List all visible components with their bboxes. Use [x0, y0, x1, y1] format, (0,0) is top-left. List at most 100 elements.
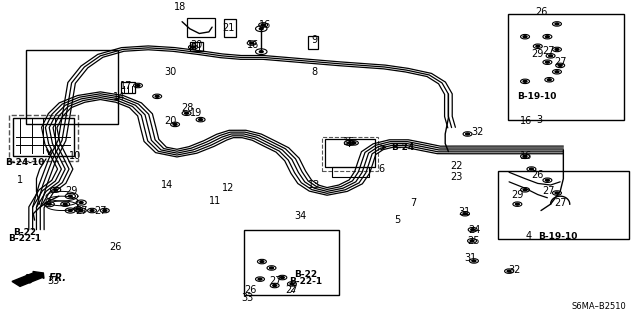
Text: 27: 27: [542, 46, 554, 56]
Circle shape: [507, 270, 511, 272]
Bar: [122, 82, 136, 93]
Circle shape: [261, 24, 265, 26]
Circle shape: [184, 112, 188, 114]
Text: 2: 2: [289, 284, 295, 294]
Text: 30: 30: [190, 40, 202, 50]
Text: 26: 26: [244, 285, 257, 295]
Text: 7: 7: [410, 197, 417, 208]
Circle shape: [156, 95, 159, 97]
Text: 16: 16: [247, 40, 259, 50]
Text: 4: 4: [525, 231, 531, 241]
Circle shape: [547, 79, 551, 81]
Text: 32: 32: [471, 127, 483, 137]
Circle shape: [250, 42, 253, 44]
Text: 14: 14: [161, 180, 173, 190]
Text: 11: 11: [209, 196, 221, 206]
Bar: [325, 139, 375, 167]
Text: 24: 24: [468, 225, 480, 235]
Text: S6MA–B2510: S6MA–B2510: [571, 302, 626, 311]
Text: B-22: B-22: [294, 271, 317, 279]
Text: 23: 23: [450, 172, 462, 182]
Text: B-22-1: B-22-1: [8, 234, 42, 243]
Bar: [498, 171, 629, 239]
Circle shape: [63, 203, 67, 205]
Circle shape: [523, 80, 527, 82]
Text: 18: 18: [174, 2, 186, 12]
Bar: [26, 50, 118, 124]
Text: 1: 1: [17, 175, 24, 185]
Circle shape: [548, 55, 552, 57]
Text: 8: 8: [311, 67, 317, 77]
Circle shape: [471, 229, 475, 231]
Circle shape: [555, 71, 559, 73]
Text: 29: 29: [65, 186, 78, 197]
Text: 27: 27: [285, 285, 298, 295]
Bar: [332, 167, 369, 177]
Circle shape: [280, 277, 284, 278]
Text: 30: 30: [164, 67, 177, 77]
Text: 26: 26: [109, 242, 121, 252]
Text: 26: 26: [535, 7, 547, 17]
Circle shape: [47, 203, 51, 205]
Text: 15: 15: [343, 137, 356, 147]
Bar: [189, 42, 202, 51]
Text: B-24: B-24: [392, 143, 415, 152]
Circle shape: [273, 285, 276, 286]
Text: B-22-1: B-22-1: [289, 277, 322, 286]
Text: 27: 27: [542, 186, 554, 197]
Circle shape: [290, 283, 294, 285]
Text: FR.: FR.: [49, 273, 67, 283]
Bar: [223, 19, 236, 37]
Text: 17: 17: [120, 81, 132, 91]
Text: 21: 21: [222, 23, 234, 33]
Text: 31: 31: [465, 253, 477, 263]
Circle shape: [545, 179, 549, 181]
Circle shape: [173, 123, 177, 125]
FancyArrow shape: [12, 271, 44, 286]
Circle shape: [269, 267, 273, 269]
Text: 29: 29: [511, 189, 524, 200]
Text: 20: 20: [164, 116, 177, 126]
Circle shape: [79, 210, 83, 211]
Text: 25: 25: [468, 236, 480, 246]
Text: 26: 26: [532, 170, 544, 180]
Text: B-22: B-22: [13, 228, 36, 237]
Text: 3: 3: [536, 115, 542, 125]
Circle shape: [79, 202, 83, 204]
Circle shape: [555, 23, 559, 25]
Circle shape: [463, 213, 467, 215]
Circle shape: [259, 51, 263, 53]
Text: 22: 22: [450, 161, 462, 171]
Circle shape: [545, 36, 549, 38]
Circle shape: [191, 46, 195, 48]
Bar: [9, 115, 78, 161]
Text: 33: 33: [242, 293, 254, 303]
Bar: [186, 18, 215, 37]
Circle shape: [90, 210, 94, 211]
Text: 16: 16: [520, 116, 532, 126]
Circle shape: [558, 64, 562, 66]
Circle shape: [523, 189, 527, 191]
Bar: [244, 230, 339, 295]
Circle shape: [103, 210, 107, 211]
Text: 27: 27: [94, 205, 107, 216]
Text: 14: 14: [113, 92, 125, 102]
Circle shape: [523, 155, 527, 157]
Circle shape: [260, 261, 264, 263]
Circle shape: [523, 36, 527, 38]
Bar: [508, 14, 624, 120]
Text: 27: 27: [554, 197, 567, 208]
Circle shape: [258, 278, 262, 280]
Text: 12: 12: [222, 183, 234, 193]
Bar: [308, 36, 318, 49]
Circle shape: [76, 208, 80, 210]
Text: 32: 32: [508, 264, 520, 275]
Circle shape: [348, 142, 351, 144]
Text: 10: 10: [68, 151, 81, 161]
Text: 27: 27: [269, 276, 282, 286]
Text: 34: 34: [294, 211, 307, 221]
Circle shape: [198, 119, 202, 121]
Circle shape: [470, 240, 474, 242]
Circle shape: [352, 142, 356, 144]
Text: 13: 13: [308, 180, 321, 190]
